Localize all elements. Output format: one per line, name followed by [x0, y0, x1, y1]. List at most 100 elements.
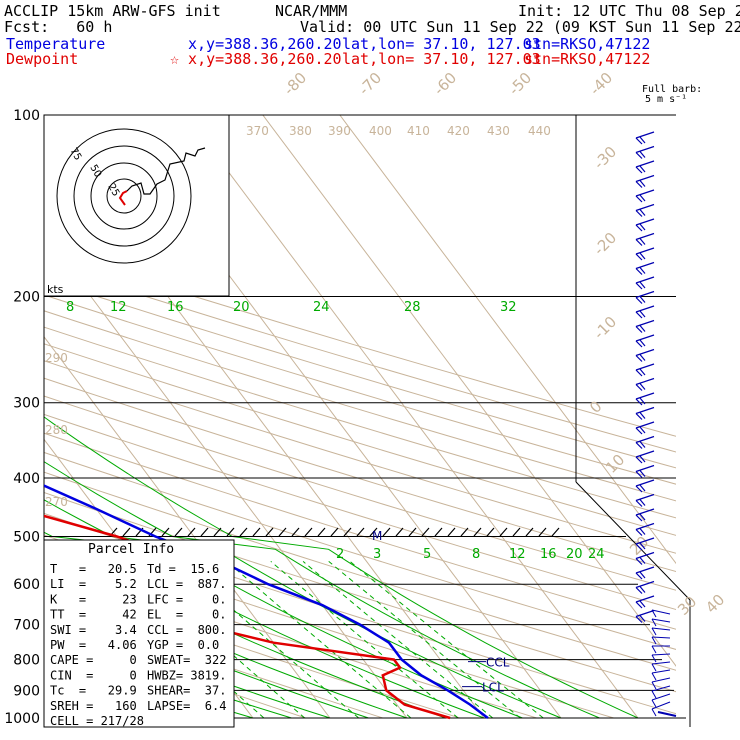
pressure-tick-label: 900 — [13, 683, 40, 699]
dry-adiabat-line — [44, 471, 676, 671]
hatch-mark — [499, 527, 508, 537]
wind-barb-staff — [635, 435, 655, 444]
parcel-value: YGP = 0.0 — [147, 638, 219, 652]
pressure-tick-label: 300 — [13, 396, 40, 412]
wind-barb-flag — [639, 557, 646, 564]
barb-key-title: Full barb: — [642, 84, 703, 95]
theta-label: 370 — [246, 124, 269, 138]
wind-barb-flag — [635, 369, 643, 377]
parcel-value: LFC = 0. — [147, 592, 226, 606]
parcel-value: K = 23 — [50, 592, 137, 606]
wind-barb-flag — [639, 252, 646, 260]
isotherm-line — [262, 115, 676, 667]
wind-barb-flag — [639, 484, 646, 492]
hatch-mark — [486, 527, 495, 537]
wind-barb-flag — [639, 426, 646, 434]
wind-barb-staff — [635, 261, 655, 270]
parcel-panel-frame — [43, 539, 235, 728]
wind-barb-staff — [651, 693, 671, 701]
wind-barb — [635, 551, 655, 565]
wind-barb-staff — [635, 348, 655, 357]
hatch-mark — [239, 527, 248, 537]
isotherm-label: 10 — [602, 451, 628, 477]
wind-barb-flag — [639, 223, 646, 231]
wind-barb — [635, 276, 655, 290]
wind-barb-flag — [651, 681, 657, 690]
dry-adiabat-line — [44, 413, 676, 611]
pressure-tick-label: 200 — [13, 290, 40, 306]
hatch-mark — [343, 527, 352, 537]
wind-barb-flag — [635, 210, 643, 217]
wind-barb — [635, 334, 655, 348]
wind-barb-lower — [651, 609, 671, 618]
parcel-value: SHEAR= 37. — [147, 684, 226, 698]
wind-barb-flag — [639, 571, 646, 579]
wind-barb-flag — [639, 310, 646, 318]
wind-barb-flag — [639, 296, 646, 303]
hodograph-unit-label: kts — [47, 283, 64, 296]
temperature-latlon: lat,lon= 37.10, 127.03 — [342, 35, 541, 53]
wind-barb — [635, 261, 655, 275]
wind-barb-flag — [635, 442, 643, 449]
hatch-mark — [395, 527, 404, 537]
wind-barb-flag — [639, 151, 646, 158]
mixing-ratio-line — [270, 561, 459, 719]
hatch-mark — [330, 527, 339, 537]
wind-barb-staff — [651, 653, 671, 656]
wind-barb-flag — [635, 282, 643, 290]
wind-barb — [635, 406, 655, 420]
wind-barb-flag — [635, 514, 643, 522]
hatch-mark — [356, 527, 365, 537]
wind-barb — [635, 232, 655, 246]
wind-barb-flag — [639, 180, 646, 187]
wind-barb-flag — [639, 542, 646, 550]
wind-barb — [635, 189, 655, 203]
wind-barb-flag — [635, 616, 643, 623]
wind-barb — [635, 145, 655, 159]
wind-barb-flag — [635, 239, 643, 246]
wind-barb — [635, 580, 655, 594]
wind-barb — [635, 392, 655, 406]
parcel-value: EL = 0. — [147, 608, 226, 622]
wind-barb-flag — [639, 615, 646, 622]
wind-barb — [635, 609, 655, 623]
parcel-value: SREH = 160 — [50, 699, 137, 713]
hatch-mark — [551, 527, 560, 537]
wind-barb-flag — [635, 355, 643, 362]
wind-barb — [635, 508, 655, 522]
isotherm-label: -50 — [505, 69, 535, 99]
wind-barb-lower — [651, 661, 671, 672]
wind-barb-staff — [635, 508, 655, 516]
dry-adiabat-line — [44, 579, 460, 719]
wind-barb-flag — [639, 354, 646, 361]
wind-barb-staff — [635, 580, 655, 589]
pressure-tick-label: 600 — [13, 577, 40, 593]
pressure-tick-label: 1000 — [4, 711, 40, 727]
wind-barb-flag — [635, 413, 643, 420]
wind-barb-staff — [635, 174, 655, 183]
wind-barb-flag — [635, 297, 643, 304]
wind-barb-staff — [635, 305, 655, 313]
wind-barb — [635, 319, 655, 333]
model-title: ACCLIP 15km ARW-GFS init — [4, 2, 221, 20]
dry-adiabat-line — [44, 377, 676, 573]
organization: NCAR/MMM — [275, 2, 348, 20]
pressure-tick-label: 800 — [13, 653, 40, 669]
mixing-ratio-label-upper: 28 — [404, 300, 421, 315]
wind-barb-flag — [635, 558, 643, 565]
hatch-mark — [421, 527, 430, 537]
wind-barb-lower — [651, 653, 671, 663]
parcel-info-panel: Parcel Info T = 20.5 Td = 15.6 LI = 5.2 LCL … — [43, 539, 235, 728]
hodograph-frame — [43, 114, 230, 297]
wind-barb-lower — [651, 627, 671, 636]
parcel-value: SWEAT= 322 — [147, 653, 226, 667]
wind-barb-flag — [635, 384, 643, 391]
wind-barb-flag — [635, 195, 643, 203]
wind-barb-flag — [635, 181, 643, 188]
wind-barb-flag — [635, 485, 643, 493]
hatch-mark — [187, 527, 196, 537]
wind-barb-flag — [639, 499, 646, 506]
mixing-ratio-label-lower: 8 — [472, 547, 480, 562]
wind-barb-flag — [651, 672, 657, 681]
wind-barb-staff — [635, 276, 655, 284]
